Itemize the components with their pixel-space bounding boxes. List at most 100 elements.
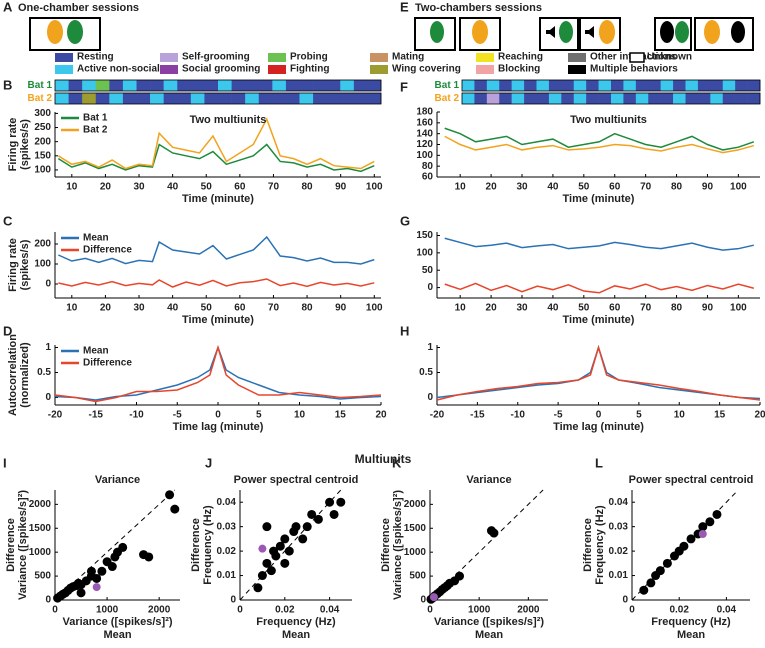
point bbox=[712, 509, 722, 519]
x-tick-label: 60 bbox=[609, 182, 621, 193]
x-tick-label: 50 bbox=[201, 182, 213, 193]
y-tick-label: 50 bbox=[422, 265, 434, 276]
x-axis-label: Time (minute) bbox=[563, 193, 635, 205]
behavior-bin bbox=[598, 80, 612, 91]
point bbox=[336, 497, 346, 507]
x-tick-label: 2000 bbox=[148, 605, 171, 616]
y-axis-label: Variance ([spikes/s]²) bbox=[392, 490, 404, 600]
behavior-bin bbox=[299, 93, 314, 104]
y-tick-label: 2000 bbox=[29, 499, 52, 510]
behavior-bin bbox=[340, 93, 355, 104]
y-tick-label: 180 bbox=[416, 107, 433, 118]
bat-icon bbox=[430, 21, 444, 43]
point bbox=[92, 583, 101, 592]
x-axis-label: Variance ([spikes/s]²) bbox=[62, 616, 172, 628]
x-tick-label: 90 bbox=[702, 303, 714, 314]
point bbox=[705, 517, 715, 527]
legend-label: Bat 2 bbox=[83, 125, 108, 136]
y-tick-label: 0.5 bbox=[37, 367, 51, 378]
point bbox=[455, 571, 464, 581]
point bbox=[144, 552, 154, 562]
x-tick-label: 15 bbox=[714, 410, 726, 421]
behavior-bin bbox=[82, 93, 97, 104]
panel-letter: L bbox=[595, 455, 603, 470]
x-tick-label: 1000 bbox=[96, 605, 119, 616]
x-tick-label: 60 bbox=[234, 182, 246, 193]
x-tick-label: 0.02 bbox=[669, 605, 689, 616]
x-tick-label: 100 bbox=[730, 182, 747, 193]
bat-icon bbox=[67, 20, 83, 44]
y-tick-label: 100 bbox=[34, 165, 51, 176]
behavior-bin bbox=[660, 80, 674, 91]
x-axis-label: Mean bbox=[103, 629, 131, 641]
point bbox=[258, 544, 267, 553]
behavior-bin bbox=[611, 93, 624, 104]
behavior-bin bbox=[258, 80, 273, 91]
chart-title: Two multiunits bbox=[570, 114, 647, 126]
y-tick-label: 120 bbox=[416, 139, 433, 150]
x-tick-label: 50 bbox=[578, 182, 590, 193]
behavior-bin bbox=[136, 93, 151, 104]
behavior-bin bbox=[648, 93, 661, 104]
bat-icon bbox=[599, 20, 615, 44]
series-line bbox=[58, 235, 375, 265]
panel-letter: K bbox=[392, 455, 402, 470]
session-title: One-chamber sessions bbox=[18, 2, 139, 14]
behavior-bin bbox=[109, 80, 124, 91]
y-axis-label: Frequency (Hz) bbox=[594, 505, 606, 585]
row-label: Bat 1 bbox=[28, 80, 53, 91]
y-tick-label: 60 bbox=[422, 172, 434, 183]
behavior-bin bbox=[722, 93, 736, 104]
legend-label: Probing bbox=[290, 52, 328, 63]
behavior-bin bbox=[285, 80, 300, 91]
legend-label: Wing covering bbox=[392, 64, 461, 75]
y-tick-label: 0.04 bbox=[217, 497, 237, 508]
x-tick-label: 30 bbox=[516, 182, 528, 193]
y-tick-label: 1 bbox=[427, 342, 433, 353]
x-tick-label: -15 bbox=[89, 410, 104, 421]
behavior-bin bbox=[536, 80, 550, 91]
behavior-bin bbox=[710, 93, 724, 104]
chamber bbox=[539, 17, 579, 51]
point bbox=[679, 541, 689, 551]
x-tick-label: 40 bbox=[167, 303, 179, 314]
y-tick-label: 200 bbox=[34, 136, 51, 147]
x-tick-label: 80 bbox=[671, 182, 683, 193]
behavior-bin bbox=[697, 93, 711, 104]
x-tick-label: 20 bbox=[486, 182, 498, 193]
bat-icon bbox=[47, 20, 63, 44]
point bbox=[291, 522, 301, 532]
x-tick-label: -10 bbox=[129, 410, 144, 421]
legend-swatch bbox=[160, 53, 178, 62]
x-axis-label: Time (minute) bbox=[563, 314, 635, 326]
behavior-bin bbox=[586, 80, 599, 91]
x-tick-label: 20 bbox=[375, 410, 387, 421]
x-tick-label: 10 bbox=[66, 303, 78, 314]
x-tick-label: 20 bbox=[486, 303, 498, 314]
point bbox=[76, 588, 86, 598]
chart-title: Power spectral centroid bbox=[234, 474, 359, 486]
x-tick-label: 80 bbox=[671, 303, 683, 314]
behavior-bin bbox=[685, 93, 699, 104]
x-tick-label: 20 bbox=[754, 410, 765, 421]
behavior-bin bbox=[353, 80, 368, 91]
x-tick-label: 30 bbox=[133, 182, 145, 193]
behavior-bin bbox=[122, 80, 137, 91]
row-frame bbox=[54, 79, 382, 92]
y-axis-label: (normalized) bbox=[19, 342, 31, 408]
behavior-bin bbox=[499, 80, 512, 91]
behavior-bin bbox=[536, 93, 550, 104]
point bbox=[107, 562, 117, 572]
panel-letter: E bbox=[400, 0, 409, 14]
chamber bbox=[654, 17, 692, 51]
behavior-bin bbox=[218, 93, 232, 104]
legend-swatch bbox=[55, 65, 73, 74]
y-tick-label: 0.03 bbox=[217, 521, 237, 532]
point bbox=[253, 583, 263, 593]
x-axis-label: Mean bbox=[475, 629, 503, 641]
y-tick-label: 160 bbox=[416, 117, 433, 128]
legend-swatch bbox=[476, 65, 494, 74]
point bbox=[639, 585, 649, 595]
x-tick-label: -5 bbox=[554, 410, 563, 421]
behavior-bin bbox=[340, 80, 355, 91]
